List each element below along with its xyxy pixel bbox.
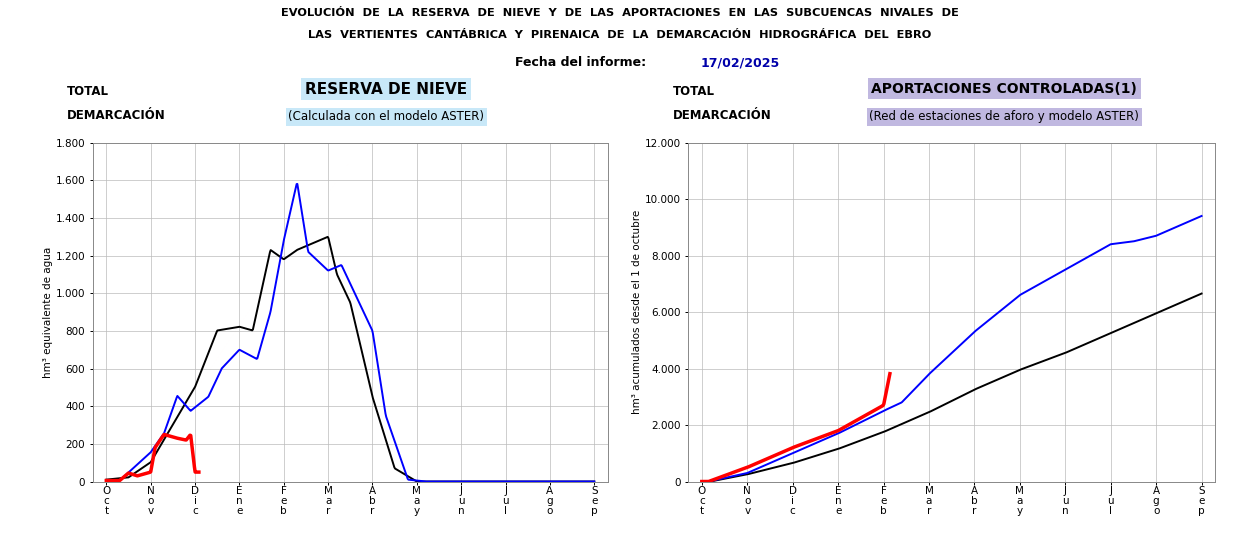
Text: APORTACIONES CONTROLADAS(1): APORTACIONES CONTROLADAS(1): [872, 82, 1137, 96]
Y-axis label: hm³ acumulados desde el 1 de octubre: hm³ acumulados desde el 1 de octubre: [631, 210, 641, 414]
Text: 17/02/2025: 17/02/2025: [701, 56, 780, 69]
Text: DEMARCACIÓN: DEMARCACIÓN: [672, 109, 771, 122]
Text: EVOLUCIÓN  DE  LA  RESERVA  DE  NIEVE  Y  DE  LAS  APORTACIONES  EN  LAS  SUBCUE: EVOLUCIÓN DE LA RESERVA DE NIEVE Y DE LA…: [281, 8, 959, 18]
Text: (Red de estaciones de aforo y modelo ASTER): (Red de estaciones de aforo y modelo AST…: [869, 110, 1140, 123]
Text: Fecha del informe:: Fecha del informe:: [515, 56, 646, 69]
Text: (Calculada con el modelo ASTER): (Calculada con el modelo ASTER): [289, 110, 485, 123]
Y-axis label: hm³ equivalente de agua: hm³ equivalente de agua: [43, 246, 53, 378]
Text: TOTAL: TOTAL: [67, 85, 109, 98]
Text: RESERVA DE NIEVE: RESERVA DE NIEVE: [305, 82, 467, 96]
Text: LAS  VERTIENTES  CANTÁBRICA  Y  PIRENAICA  DE  LA  DEMARCACIÓN  HIDROGRÁFICA  DE: LAS VERTIENTES CANTÁBRICA Y PIRENAICA DE…: [309, 30, 931, 40]
Text: TOTAL: TOTAL: [672, 85, 714, 98]
Text: DEMARCACIÓN: DEMARCACIÓN: [67, 109, 166, 122]
